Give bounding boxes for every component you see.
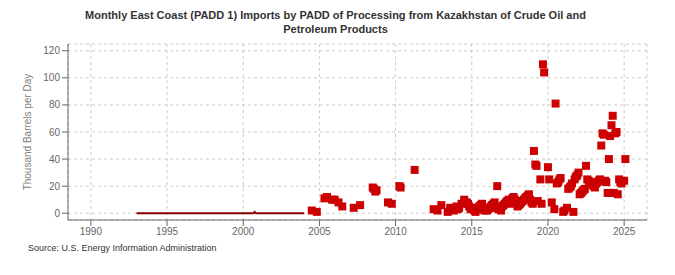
svg-text:2020: 2020 xyxy=(537,226,560,237)
svg-text:1995: 1995 xyxy=(156,226,179,237)
svg-text:0: 0 xyxy=(54,208,60,219)
svg-text:60: 60 xyxy=(49,127,61,138)
html-text:Monthly East Coast (PADD 1) Im: Monthly East Coast (PADD 1) Imports by P… xyxy=(85,9,586,35)
svg-text:100: 100 xyxy=(43,72,60,83)
svg-text:2000: 2000 xyxy=(232,226,255,237)
svg-text:120: 120 xyxy=(43,45,60,56)
svg-text:Thousand Barrels per Day: Thousand Barrels per Day xyxy=(22,74,33,191)
svg-text:2015: 2015 xyxy=(461,226,484,237)
html-text:Source: U.S. Energy Informatio: Source: U.S. Energy Information Administ… xyxy=(28,243,217,253)
svg-text:2010: 2010 xyxy=(384,226,407,237)
svg-text:80: 80 xyxy=(49,99,61,110)
svg-text:20: 20 xyxy=(49,181,61,192)
svg-text:2025: 2025 xyxy=(613,226,636,237)
svg-text:40: 40 xyxy=(49,154,61,165)
svg-text:2005: 2005 xyxy=(308,226,331,237)
svg-text:1990: 1990 xyxy=(80,226,103,237)
